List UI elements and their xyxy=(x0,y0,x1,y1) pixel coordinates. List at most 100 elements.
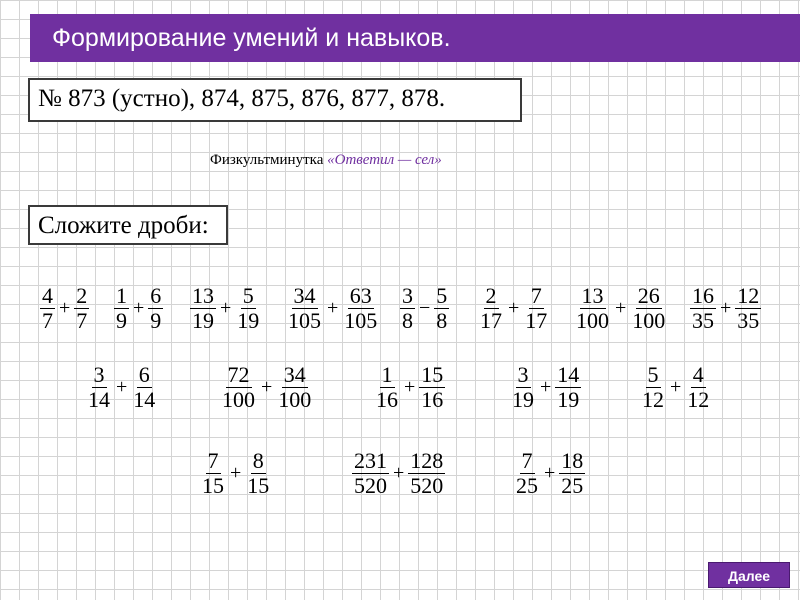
expression: 1 16 +15 16 xyxy=(372,363,447,412)
numerator: 7 xyxy=(205,448,221,474)
numerator: 13 xyxy=(579,283,606,309)
expression: 16 35 +12 35 xyxy=(688,284,763,333)
instruction-box: Сложите дроби: xyxy=(28,205,228,245)
numerator: 128 xyxy=(408,448,446,474)
numerator: 3 xyxy=(400,283,415,309)
operator: + xyxy=(116,376,128,398)
denominator: 8 xyxy=(436,308,448,333)
numerator: 8 xyxy=(250,448,266,474)
denominator: 100 xyxy=(576,308,609,333)
fraction: 1 16 xyxy=(374,363,400,412)
denominator: 14 xyxy=(133,387,156,412)
header: Формирование умений и навыков. xyxy=(30,14,800,62)
operator: − xyxy=(419,297,431,319)
fraction: 5 12 xyxy=(640,363,666,412)
denominator: 100 xyxy=(222,387,255,412)
denominator: 17 xyxy=(525,308,548,333)
denominator: 25 xyxy=(561,473,584,498)
expression: 34 105 +63 105 xyxy=(284,284,381,333)
denominator: 19 xyxy=(237,308,260,333)
operator: + xyxy=(508,297,520,319)
operator: + xyxy=(615,297,627,319)
denominator: 16 xyxy=(376,387,398,412)
task-box: № 873 (устно), 874, 875, 876, 877, 878. xyxy=(28,78,522,122)
fraction: 12 35 xyxy=(735,284,762,333)
note-label: Физкультминутка xyxy=(210,152,324,168)
numerator: 7 xyxy=(519,448,535,474)
fraction: 63 105 xyxy=(342,284,379,333)
denominator: 12 xyxy=(687,387,710,412)
numerator: 4 xyxy=(690,362,706,388)
denominator: 9 xyxy=(116,308,127,333)
denominator: 19 xyxy=(192,308,214,333)
denominator: 35 xyxy=(692,308,714,333)
numerator: 5 xyxy=(645,362,661,388)
fraction: 231 520 xyxy=(352,449,389,498)
expression: 7 15 +8 15 xyxy=(198,449,273,498)
expression: 13 19 +5 19 xyxy=(188,284,263,333)
expression: 3 14 +6 14 xyxy=(84,363,159,412)
fraction: 7 25 xyxy=(514,449,540,498)
numerator: 13 xyxy=(190,283,216,309)
denominator: 12 xyxy=(642,387,664,412)
fraction: 34 105 xyxy=(286,284,323,333)
fraction: 4 12 xyxy=(685,363,711,412)
fraction: 6 14 xyxy=(131,363,157,412)
expression: 4 7 +2 7 xyxy=(38,284,91,333)
fraction: 5 19 xyxy=(235,284,261,333)
numerator: 1 xyxy=(114,283,129,309)
numerator: 2 xyxy=(74,283,90,309)
denominator: 19 xyxy=(512,387,534,412)
numerator: 2 xyxy=(483,283,499,309)
numerator: 15 xyxy=(419,362,446,388)
denominator: 17 xyxy=(480,308,502,333)
denominator: 35 xyxy=(737,308,760,333)
numerator: 4 xyxy=(40,283,55,309)
denominator: 25 xyxy=(516,473,538,498)
denominator: 100 xyxy=(632,308,666,333)
fraction: 18 25 xyxy=(559,448,586,498)
denominator: 7 xyxy=(76,308,88,333)
denominator: 7 xyxy=(42,308,53,333)
numerator: 5 xyxy=(434,283,450,309)
numerator: 1 xyxy=(379,362,395,388)
numerator: 34 xyxy=(281,362,308,388)
operator: + xyxy=(133,297,145,319)
denominator: 8 xyxy=(402,308,413,333)
next-button[interactable]: Далее xyxy=(708,562,790,588)
numerator: 18 xyxy=(559,448,586,474)
fraction: 13 19 xyxy=(190,284,216,333)
expression: 2 17 +7 17 xyxy=(476,284,551,333)
expression: 3 19 +14 19 xyxy=(508,363,583,412)
denominator: 19 xyxy=(557,387,580,412)
operator: + xyxy=(261,376,273,398)
fraction: 16 35 xyxy=(690,284,716,333)
fraction: 8 15 xyxy=(245,449,271,498)
note-emphasis: «Ответил — сел» xyxy=(327,152,442,168)
numerator: 72 xyxy=(225,362,252,388)
operator: + xyxy=(544,462,556,484)
numerator: 26 xyxy=(635,283,662,309)
operator: + xyxy=(404,376,416,398)
denominator: 9 xyxy=(150,308,162,333)
expression: 231 520 +128 520 xyxy=(350,449,447,498)
fraction: 7 17 xyxy=(523,284,549,333)
operator: + xyxy=(540,376,552,398)
numerator: 16 xyxy=(690,283,716,309)
numerator: 231 xyxy=(352,448,389,474)
denominator: 105 xyxy=(288,308,321,333)
fraction: 3 19 xyxy=(510,363,536,412)
denominator: 16 xyxy=(421,387,444,412)
operator: + xyxy=(670,376,682,398)
fraction: 128 520 xyxy=(408,448,446,498)
operator: + xyxy=(327,297,339,319)
numerator: 3 xyxy=(515,362,531,388)
denominator: 15 xyxy=(202,473,224,498)
fraction: 72 100 xyxy=(220,363,257,412)
